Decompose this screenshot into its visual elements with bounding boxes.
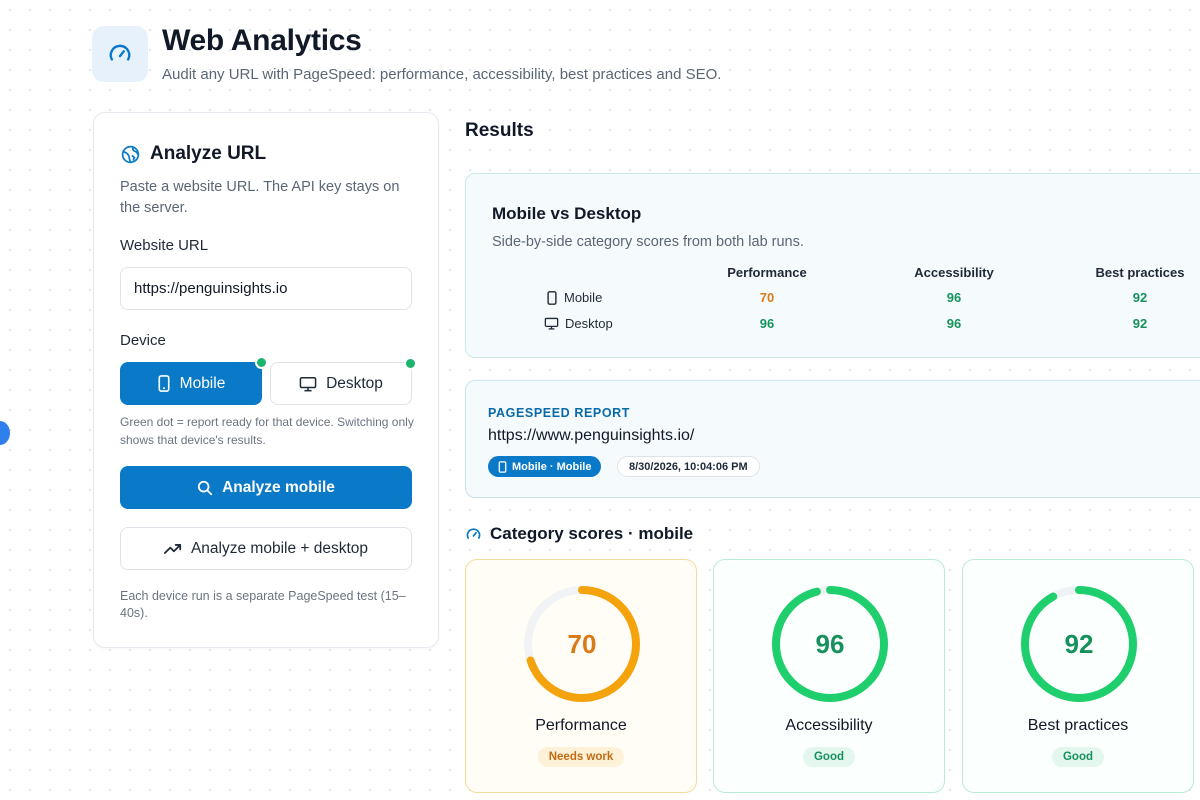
trending-up-icon xyxy=(163,543,182,554)
report-url: https://www.penguinsights.io/ xyxy=(488,427,695,444)
results-heading: Results xyxy=(465,120,534,141)
page-title: Web Analytics xyxy=(162,24,362,57)
report-device-badge-text: Mobile · Mobile xyxy=(512,460,592,473)
performance-label: Performance xyxy=(535,717,627,734)
mobile-performance-value: 70 xyxy=(759,290,775,305)
analyze-panel-title: Analyze URL xyxy=(120,143,266,165)
app-logo xyxy=(92,26,148,82)
accessibility-score: 96 xyxy=(815,628,845,659)
row-label-mobile: Mobile xyxy=(546,290,626,305)
globe-icon xyxy=(121,145,140,163)
report-timestamp: 8/30/2026, 10:04:06 PM xyxy=(617,456,760,477)
website-url-input[interactable] xyxy=(120,267,412,310)
device-mobile-label: Mobile xyxy=(179,374,226,392)
mobile-vs-desktop-card: Mobile vs Desktop Side-by-side category … xyxy=(465,173,1200,358)
search-icon xyxy=(197,480,213,495)
column-header-accessibility: Accessibility xyxy=(914,265,994,280)
analyze-mobile-desktop-button[interactable]: Analyze mobile + desktop xyxy=(120,527,412,570)
row-label-mobile-text: Mobile xyxy=(564,290,603,305)
report-device-badge: Mobile · Mobile xyxy=(488,456,602,477)
analyze-panel-title-text: Analyze URL xyxy=(150,143,267,164)
analyze-mobile-button[interactable]: Analyze mobile xyxy=(120,466,412,509)
category-scores-heading: Category scores · mobile xyxy=(465,524,693,544)
desktop-performance-value: 96 xyxy=(759,316,775,331)
page-subtitle: Audit any URL with PageSpeed: performanc… xyxy=(162,66,722,83)
score-card-performance: 70 Performance Needs work xyxy=(465,559,697,793)
row-label-desktop: Desktop xyxy=(544,316,624,331)
report-kicker: PAGESPEED REPORT xyxy=(488,406,631,420)
performance-gauge: 70 xyxy=(520,582,644,706)
analyze-mobile-label: Analyze mobile xyxy=(222,478,335,496)
performance-score: 70 xyxy=(567,628,597,659)
side-panel-handle[interactable] xyxy=(0,421,10,445)
desktop-accessibility-value: 96 xyxy=(946,316,962,331)
mobile-accessibility-value: 96 xyxy=(946,290,962,305)
analyze-panel: Analyze URL Paste a website URL. The API… xyxy=(93,112,439,648)
comparison-title: Mobile vs Desktop xyxy=(492,204,642,223)
phone-icon xyxy=(547,290,557,305)
performance-status-badge: Needs work xyxy=(537,747,625,767)
score-card-best-practices: 92 Best practices Good xyxy=(962,559,1194,793)
column-header-best-practices: Best practices xyxy=(1095,265,1185,280)
device-desktop-button[interactable]: Desktop xyxy=(270,357,417,405)
category-scores-heading-text: Category scores · mobile xyxy=(490,524,694,543)
run-duration-note: Each device run is a separate PageSpeed … xyxy=(120,589,406,620)
gauge-icon xyxy=(466,527,481,539)
row-label-desktop-text: Desktop xyxy=(565,316,613,331)
mobile-ready-dot xyxy=(255,356,268,369)
accessibility-gauge: 96 xyxy=(768,582,892,706)
best-practices-gauge: 92 xyxy=(1017,582,1141,706)
monitor-icon xyxy=(544,317,559,330)
monitor-icon xyxy=(299,376,317,391)
accessibility-status-badge: Good xyxy=(802,747,856,767)
desktop-ready-dot xyxy=(404,357,417,370)
analyze-both-label: Analyze mobile + desktop xyxy=(190,539,369,557)
desktop-best-practices-value: 92 xyxy=(1132,316,1148,331)
best-practices-score: 92 xyxy=(1064,628,1094,659)
best-practices-status-badge: Good xyxy=(1051,747,1105,767)
column-header-performance: Performance xyxy=(727,265,807,280)
device-label: Device xyxy=(120,332,166,349)
device-mobile-button[interactable]: Mobile xyxy=(120,356,268,405)
mobile-best-practices-value: 92 xyxy=(1132,290,1148,305)
phone-icon xyxy=(498,460,507,473)
accessibility-label: Accessibility xyxy=(785,717,873,734)
website-url-label: Website URL xyxy=(120,237,209,254)
pagespeed-report-card: PAGESPEED REPORT https://www.penguinsigh… xyxy=(465,380,1200,498)
comparison-subtitle: Side-by-side category scores from both l… xyxy=(492,234,804,250)
gauge-icon xyxy=(109,44,131,61)
device-hint: Green dot = report ready for that device… xyxy=(120,415,414,447)
analyze-panel-description: Paste a website URL. The API key stays o… xyxy=(120,179,400,216)
score-card-accessibility: 96 Accessibility Good xyxy=(713,559,945,793)
best-practices-label: Best practices xyxy=(1027,717,1129,734)
device-desktop-label: Desktop xyxy=(326,374,383,392)
phone-icon xyxy=(158,375,170,392)
